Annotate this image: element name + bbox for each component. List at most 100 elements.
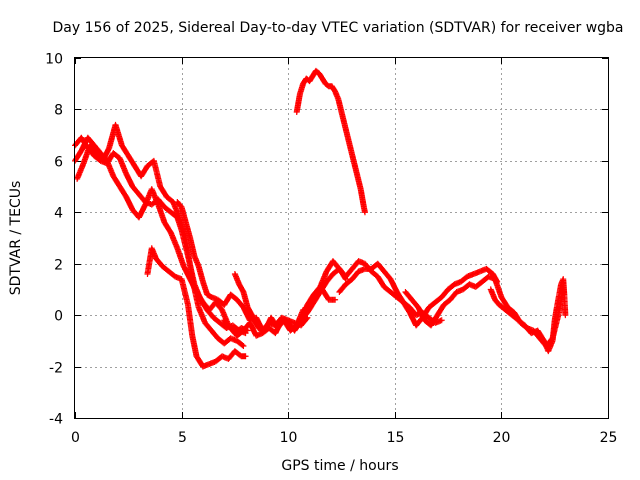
data-point xyxy=(199,299,206,306)
data-point xyxy=(306,78,313,85)
x-tick-label: 0 xyxy=(71,430,80,446)
data-point xyxy=(361,260,368,267)
data-point xyxy=(357,186,364,193)
data-point xyxy=(329,271,336,277)
data-point xyxy=(157,183,164,190)
data-point xyxy=(161,219,168,226)
data-point xyxy=(492,276,499,283)
data-point xyxy=(558,281,565,288)
data-point xyxy=(219,307,226,313)
data-point xyxy=(182,219,189,226)
data-point xyxy=(492,296,499,303)
data-point xyxy=(521,322,528,329)
data-point xyxy=(174,245,181,252)
data-point xyxy=(118,142,125,149)
data-point xyxy=(445,286,452,293)
data-point xyxy=(479,278,486,285)
data-point xyxy=(178,204,185,211)
data-point xyxy=(208,294,215,301)
data-point xyxy=(406,309,413,316)
data-point xyxy=(174,199,181,205)
data-point xyxy=(498,294,505,301)
data-point xyxy=(528,330,535,337)
series-track xyxy=(487,276,569,355)
data-point xyxy=(560,276,567,283)
data-point xyxy=(242,353,249,360)
data-point xyxy=(125,152,132,159)
y-tick-label: -4 xyxy=(49,412,63,428)
data-point xyxy=(323,268,330,275)
data-point xyxy=(148,245,155,252)
data-point xyxy=(562,312,569,319)
data-point xyxy=(234,332,241,339)
data-point xyxy=(206,307,213,313)
data-point xyxy=(261,327,268,334)
data-point xyxy=(434,312,441,319)
data-point xyxy=(227,335,234,342)
data-point xyxy=(477,268,484,275)
data-point xyxy=(368,265,375,272)
series-track xyxy=(74,121,247,349)
data-point xyxy=(466,281,473,288)
data-point xyxy=(338,109,345,115)
series-track xyxy=(231,271,339,334)
y-tick-label: 10 xyxy=(45,52,63,68)
series-track xyxy=(293,67,368,216)
data-point xyxy=(304,301,311,308)
data-point xyxy=(193,289,200,295)
data-point xyxy=(309,73,316,79)
data-point xyxy=(496,301,503,308)
y-tick-label: 2 xyxy=(54,258,63,274)
data-point xyxy=(451,281,458,288)
data-point xyxy=(184,301,191,308)
data-point xyxy=(551,317,558,324)
data-point xyxy=(129,183,136,190)
data-point xyxy=(195,304,202,311)
data-point xyxy=(342,281,349,288)
data-point xyxy=(172,273,179,280)
data-point xyxy=(381,268,388,275)
x-tick-label: 5 xyxy=(178,430,187,446)
data-point xyxy=(142,201,149,208)
data-point xyxy=(135,191,142,198)
data-point xyxy=(381,283,388,290)
data-point xyxy=(106,145,113,151)
data-point xyxy=(163,193,170,200)
data-point xyxy=(460,286,467,293)
data-point xyxy=(400,299,407,306)
data-point xyxy=(214,335,221,342)
data-point xyxy=(219,353,226,360)
data-point xyxy=(387,289,394,295)
y-tick-label: 4 xyxy=(54,206,63,222)
data-point xyxy=(344,134,351,141)
data-point xyxy=(214,296,221,303)
data-point xyxy=(310,291,317,298)
data-point xyxy=(159,263,166,270)
data-point xyxy=(167,209,174,216)
data-point xyxy=(457,278,464,285)
data-point xyxy=(341,121,348,128)
data-point xyxy=(234,337,241,344)
data-point xyxy=(231,271,238,277)
data-point xyxy=(487,286,494,293)
data-point xyxy=(312,67,319,74)
data-point xyxy=(355,268,362,275)
data-point xyxy=(189,332,196,339)
data-point xyxy=(447,296,454,303)
data-point xyxy=(155,201,162,208)
data-point xyxy=(110,173,117,180)
data-point xyxy=(413,312,420,319)
data-point xyxy=(236,281,243,288)
data-point xyxy=(541,337,548,344)
data-point xyxy=(195,263,202,270)
data-point xyxy=(240,327,247,334)
data-point xyxy=(374,273,381,280)
data-point xyxy=(204,291,211,298)
series-track xyxy=(144,245,249,370)
x-tick-label: 10 xyxy=(280,430,298,446)
data-point xyxy=(325,296,332,303)
data-point xyxy=(206,361,213,367)
data-point xyxy=(293,109,300,115)
data-point xyxy=(244,304,251,311)
data-point xyxy=(534,327,541,334)
